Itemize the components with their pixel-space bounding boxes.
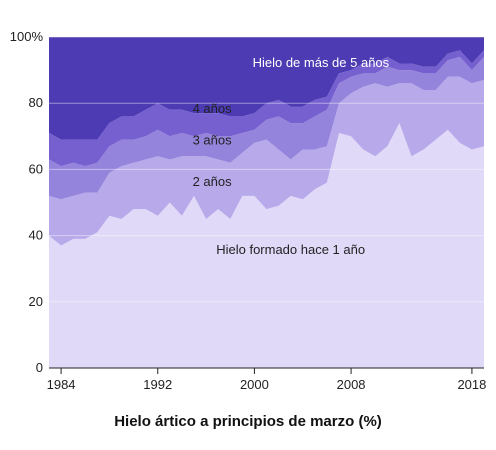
x-tick-label: 2000 [240,377,269,392]
area-series-1 [49,76,484,246]
x-tick-label: 1984 [47,377,76,392]
series-label: Hielo formado hace 1 año [216,242,365,257]
y-tick-label: 20 [29,294,43,309]
series-label: 3 años [193,133,233,148]
area-series-0 [49,123,484,368]
x-tick-label: 2008 [337,377,366,392]
y-tick-label: 100% [10,29,44,44]
area-series-4 [49,37,484,140]
chart-title: Hielo ártico a principios de marzo (%) [114,413,382,430]
series-label: Hielo de más de 5 años [253,55,390,70]
x-tick-label: 1992 [143,377,172,392]
y-tick-label: 60 [29,161,43,176]
x-tick-label: 2018 [457,377,486,392]
area-series-3 [49,50,484,167]
y-tick-label: 40 [29,228,43,243]
area-series-2 [49,56,484,200]
series-label: 4 años [193,101,233,116]
y-tick-label: 0 [36,360,43,375]
y-tick-label: 80 [29,95,43,110]
series-label: 2 años [193,174,233,189]
